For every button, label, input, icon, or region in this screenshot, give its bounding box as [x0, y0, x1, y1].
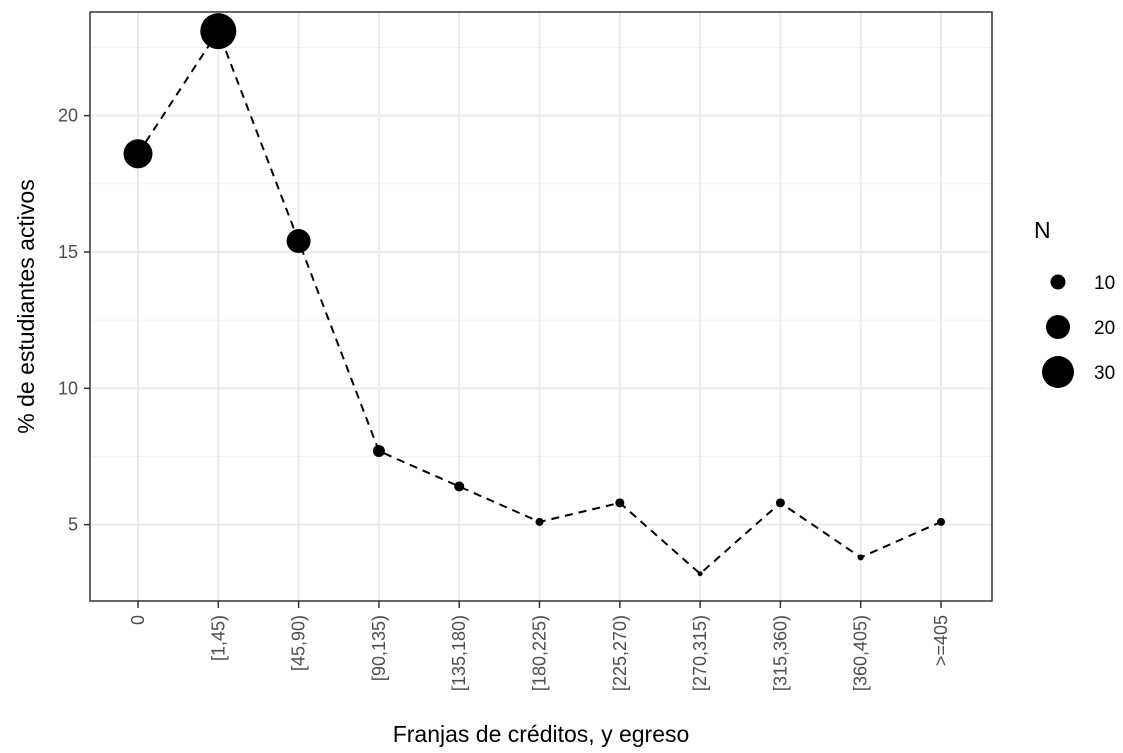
- x-tick-label: [180,225): [530, 615, 550, 691]
- x-tick-label: 0: [128, 615, 148, 625]
- x-tick-label: [135,180): [449, 615, 469, 691]
- x-tick-label: [90,135): [369, 615, 389, 681]
- data-point: [535, 517, 544, 526]
- point-layer: [123, 13, 945, 577]
- y-tick-label: 5: [68, 515, 78, 535]
- data-point: [857, 554, 864, 561]
- data-point: [937, 517, 945, 526]
- data-point: [372, 445, 385, 458]
- legend-title: N: [1034, 217, 1051, 243]
- x-tick-label: [315,360): [770, 615, 790, 691]
- axis-layer: 5 10 15 20 0 [1,45) [45,90) [90,135) [135,180) [1…: [58, 106, 951, 691]
- y-axis-title: % de estudiantes activos: [13, 179, 39, 433]
- y-tick-label: 20: [58, 106, 78, 126]
- y-tick-label: 10: [58, 378, 78, 398]
- x-tick-label: [1,45): [208, 615, 228, 661]
- panel-border: [89, 11, 993, 602]
- data-point: [286, 229, 311, 254]
- legend-label: 20: [1094, 318, 1115, 339]
- data-point: [454, 481, 465, 492]
- legend-key: [1050, 274, 1066, 290]
- panel-background: [90, 12, 992, 601]
- legend: N 10 20 30: [1034, 217, 1115, 388]
- x-tick-label: [225,270): [610, 615, 630, 691]
- grid-layer: [90, 12, 992, 601]
- data-point: [615, 498, 625, 508]
- y-tick-label: 15: [58, 242, 78, 262]
- data-point: [200, 13, 237, 50]
- data-point: [697, 571, 703, 577]
- data-point: [123, 139, 153, 169]
- data-point: [775, 498, 785, 508]
- legend-key: [1042, 356, 1074, 388]
- legend-label: 30: [1094, 363, 1115, 384]
- x-tick-label: [45,90): [289, 615, 309, 671]
- x-axis-title: Franjas de créditos, y egreso: [393, 721, 690, 747]
- x-tick-label: [270,315): [690, 615, 710, 691]
- legend-label: 10: [1094, 273, 1115, 294]
- x-tick-label: [360,405): [851, 615, 871, 691]
- x-tick-label: >=405: [931, 615, 951, 666]
- legend-key: [1046, 315, 1070, 339]
